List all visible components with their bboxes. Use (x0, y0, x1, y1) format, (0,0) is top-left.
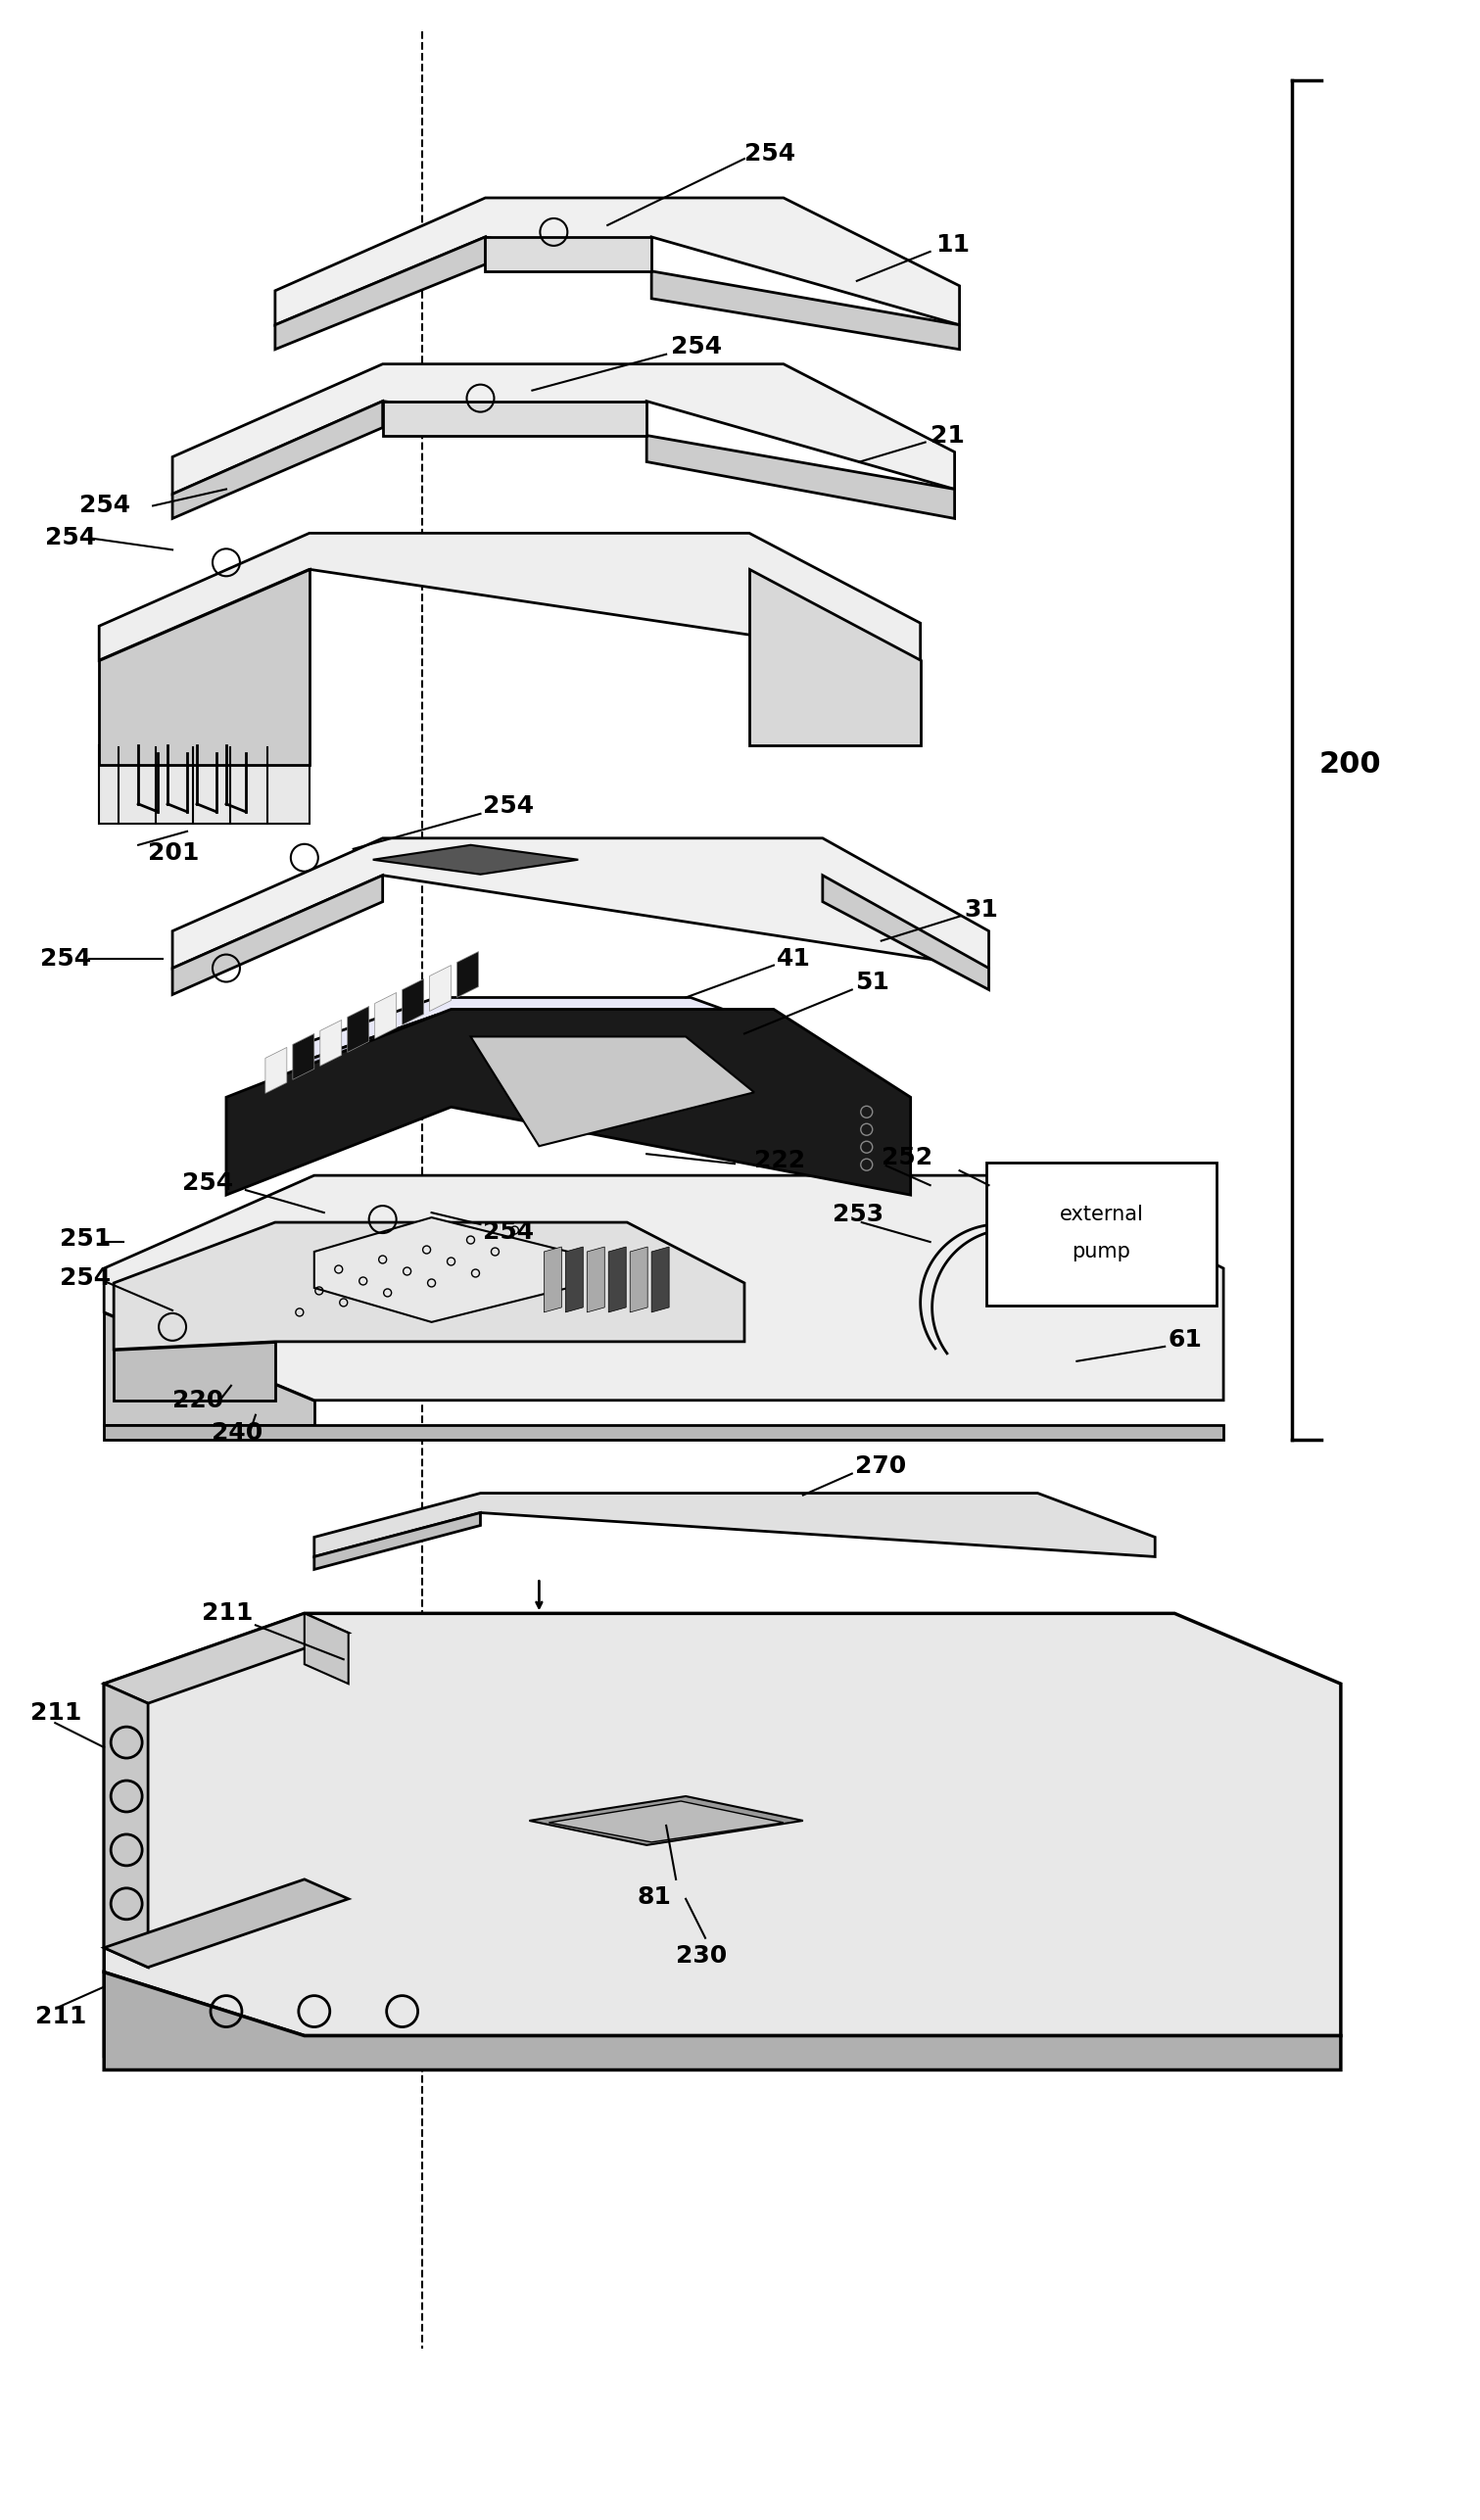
Polygon shape (305, 1016, 437, 1079)
Polygon shape (691, 1016, 818, 1079)
Text: 200: 200 (1319, 751, 1382, 779)
Text: 211: 211 (31, 1701, 81, 1724)
Polygon shape (314, 1494, 1154, 1557)
Text: 211: 211 (201, 1603, 253, 1625)
Polygon shape (314, 1217, 568, 1323)
Polygon shape (99, 534, 921, 660)
Text: 220: 220 (173, 1389, 223, 1411)
Polygon shape (588, 1247, 605, 1313)
Polygon shape (104, 1313, 314, 1424)
Text: 21: 21 (929, 423, 965, 446)
Text: 254: 254 (484, 1220, 534, 1245)
Polygon shape (173, 839, 989, 968)
Polygon shape (173, 363, 955, 494)
Polygon shape (403, 978, 423, 1026)
Polygon shape (545, 1247, 561, 1313)
Polygon shape (275, 237, 485, 350)
Text: 253: 253 (832, 1202, 884, 1227)
Text: 254: 254 (182, 1172, 234, 1194)
Polygon shape (549, 1802, 783, 1842)
Polygon shape (485, 237, 651, 272)
Polygon shape (348, 1005, 369, 1053)
Text: 230: 230 (676, 1943, 727, 1968)
Text: 254: 254 (40, 948, 92, 970)
Polygon shape (305, 1613, 348, 1683)
Polygon shape (823, 874, 989, 990)
Polygon shape (320, 1021, 342, 1066)
Polygon shape (104, 1683, 148, 1968)
Text: 211: 211 (36, 2003, 87, 2029)
Text: 254: 254 (670, 335, 722, 358)
Text: 270: 270 (855, 1454, 906, 1477)
Polygon shape (173, 401, 383, 519)
Polygon shape (114, 1341, 275, 1401)
Text: 240: 240 (212, 1421, 263, 1444)
Text: 61: 61 (1168, 1328, 1202, 1351)
Polygon shape (104, 1973, 305, 2056)
Polygon shape (104, 1174, 1224, 1401)
FancyBboxPatch shape (986, 1162, 1217, 1305)
Polygon shape (651, 1247, 669, 1313)
Text: 51: 51 (855, 970, 889, 993)
Polygon shape (429, 965, 451, 1011)
Text: 11: 11 (935, 232, 969, 257)
Text: 254: 254 (46, 527, 96, 549)
Polygon shape (565, 1247, 583, 1313)
Polygon shape (226, 1008, 910, 1194)
Polygon shape (265, 1048, 287, 1094)
Text: 254: 254 (744, 141, 795, 166)
Polygon shape (630, 1247, 648, 1313)
Text: 201: 201 (148, 842, 200, 864)
Polygon shape (275, 199, 959, 325)
Text: 254: 254 (484, 794, 534, 816)
Polygon shape (104, 1613, 1341, 2036)
Polygon shape (374, 993, 397, 1038)
Text: 251: 251 (61, 1227, 111, 1250)
Polygon shape (457, 953, 478, 998)
Polygon shape (471, 1036, 755, 1147)
Text: 254: 254 (80, 494, 130, 517)
Polygon shape (99, 746, 309, 824)
Polygon shape (383, 401, 647, 436)
Polygon shape (173, 874, 383, 995)
Text: 31: 31 (965, 897, 999, 922)
Polygon shape (114, 1222, 744, 1348)
Polygon shape (608, 1247, 626, 1313)
Text: external: external (1060, 1205, 1144, 1225)
Polygon shape (305, 998, 818, 1061)
Polygon shape (104, 1973, 1341, 2069)
Text: 41: 41 (777, 948, 811, 970)
Polygon shape (373, 844, 579, 874)
Text: 252: 252 (881, 1147, 932, 1169)
Polygon shape (314, 1512, 481, 1570)
Text: 222: 222 (755, 1149, 805, 1172)
Polygon shape (99, 570, 309, 766)
Polygon shape (104, 1424, 1224, 1439)
Polygon shape (104, 1880, 348, 1968)
Polygon shape (647, 436, 955, 519)
Polygon shape (104, 1613, 348, 1704)
Polygon shape (651, 272, 959, 350)
Text: pump: pump (1072, 1242, 1131, 1263)
Polygon shape (293, 1033, 314, 1079)
Text: 81: 81 (636, 1885, 670, 1908)
Polygon shape (749, 570, 921, 746)
Polygon shape (530, 1797, 804, 1845)
Text: 254: 254 (61, 1268, 111, 1290)
